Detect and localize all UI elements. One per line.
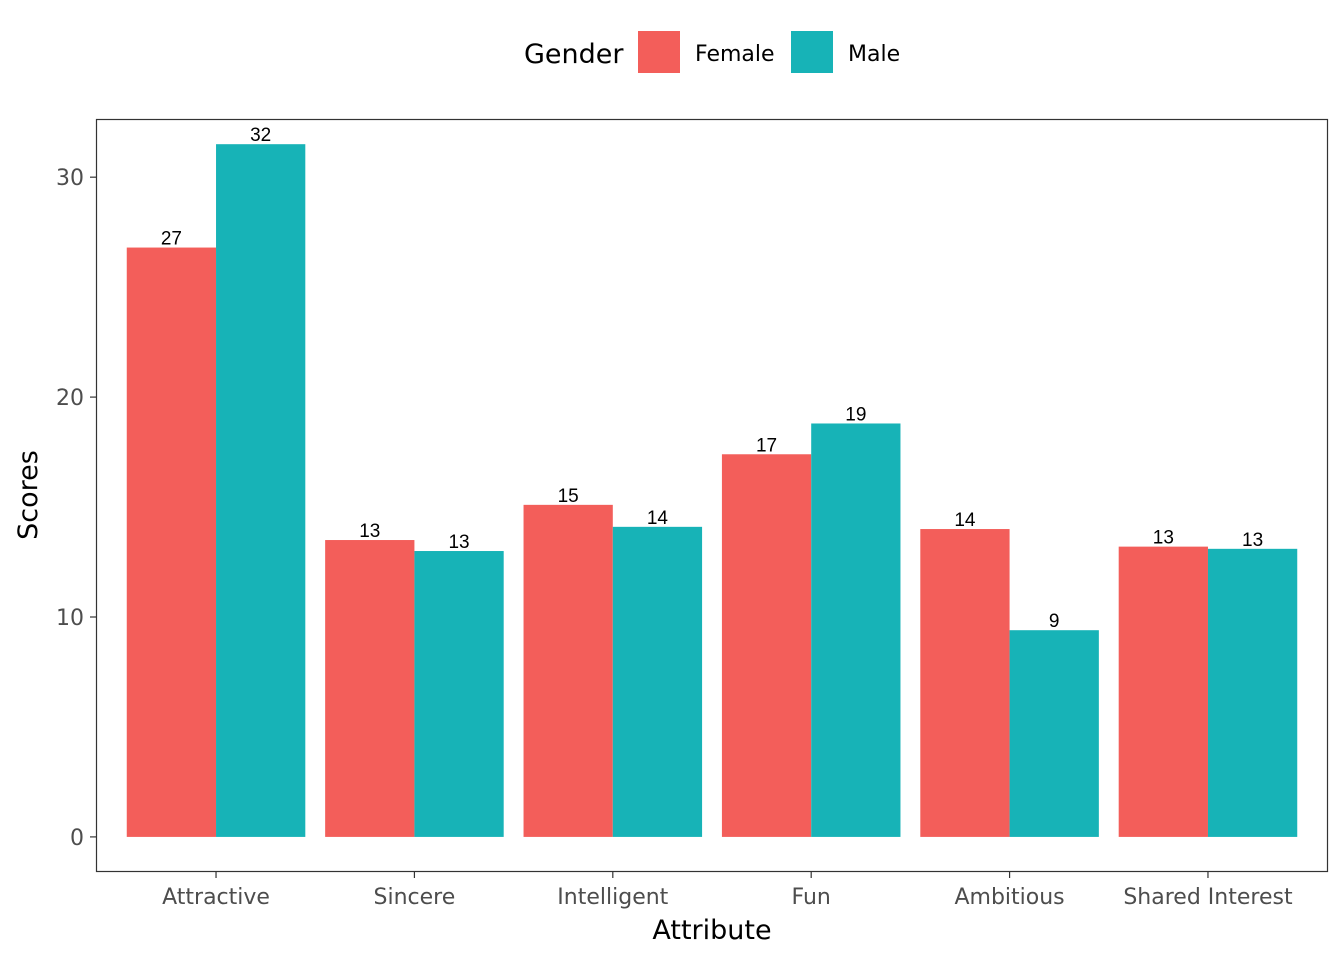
bar-fun-male <box>811 423 901 837</box>
bar-sincere-male <box>414 551 504 837</box>
x-tick-label-fun: Fun <box>792 885 831 910</box>
legend-key-female <box>638 31 680 73</box>
bar-attractive-male <box>216 144 306 837</box>
legend-label-male: Male <box>848 42 900 67</box>
bar-label-sincere-male: 13 <box>448 532 469 553</box>
bar-label-ambitious-male: 9 <box>1049 611 1060 632</box>
y-axis-title: Scores <box>13 450 44 540</box>
bar-fun-female <box>721 454 812 837</box>
bar-labels-layer: 27 32 13 13 15 14 17 19 14 9 13 13 <box>161 125 1263 632</box>
x-tick-label-ambitious: Ambitious <box>954 885 1064 910</box>
y-tick-label-10: 10 <box>56 606 84 631</box>
bar-shared-interest-female <box>1118 546 1208 837</box>
bar-label-attractive-male: 32 <box>250 125 271 146</box>
bar-label-fun-female: 17 <box>756 435 777 456</box>
x-tick-label-shared-interest: Shared Interest <box>1123 885 1293 910</box>
bar-label-intelligent-female: 15 <box>558 486 579 507</box>
x-axis: Attractive Sincere Intelligent Fun Ambitious… <box>162 871 1293 910</box>
x-axis-title: Attribute <box>652 915 771 946</box>
bar-ambitious-male <box>1009 630 1099 837</box>
bars-layer <box>126 144 1298 837</box>
bar-label-attractive-female: 27 <box>161 229 182 250</box>
bar-label-shared-interest-female: 13 <box>1153 528 1174 549</box>
x-tick-label-sincere: Sincere <box>374 885 456 910</box>
legend-title: Gender <box>524 39 624 70</box>
bar-attractive-female <box>126 247 217 837</box>
bar-shared-interest-male <box>1207 548 1298 837</box>
x-tick-label-intelligent: Intelligent <box>557 885 668 910</box>
bar-intelligent-male <box>612 526 703 837</box>
y-tick-label-20: 20 <box>56 386 84 411</box>
bar-intelligent-female <box>523 504 613 837</box>
bar-label-shared-interest-male: 13 <box>1242 530 1263 551</box>
legend-key-male <box>791 31 833 73</box>
y-tick-label-0: 0 <box>70 826 84 851</box>
bar-ambitious-female <box>920 529 1010 837</box>
x-tick-label-attractive: Attractive <box>162 885 270 910</box>
y-tick-label-30: 30 <box>56 166 84 191</box>
y-axis: 0 10 20 30 <box>56 166 97 851</box>
bar-label-fun-male: 19 <box>845 404 866 425</box>
bar-label-sincere-female: 13 <box>359 521 380 542</box>
bar-label-ambitious-female: 14 <box>954 510 976 531</box>
legend: Gender Female Male <box>524 31 900 73</box>
bar-sincere-female <box>325 540 415 837</box>
legend-label-female: Female <box>695 42 775 67</box>
plot-panel <box>95 118 1329 873</box>
bar-label-intelligent-male: 14 <box>647 508 669 529</box>
